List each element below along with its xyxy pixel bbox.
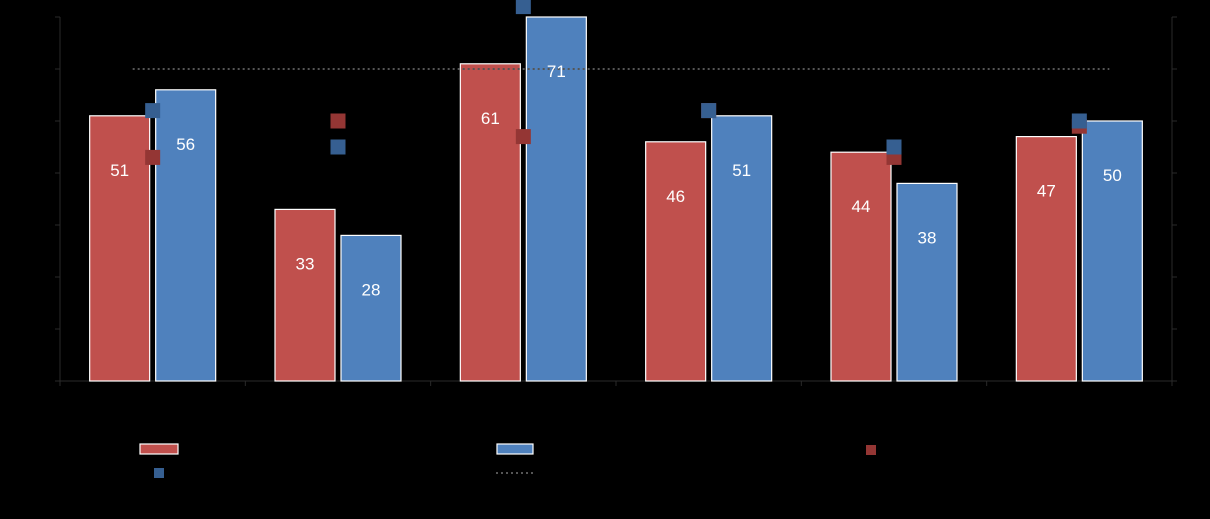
data-label: 51	[732, 161, 751, 180]
chart-axes	[55, 16, 1177, 386]
data-label: 46	[666, 187, 685, 206]
marker-series-2	[145, 103, 161, 119]
bar-series-2	[896, 182, 958, 382]
data-label: 61	[481, 109, 500, 128]
bar-series-2	[155, 89, 217, 382]
marker-series-2	[515, 0, 531, 15]
data-label: 44	[852, 197, 871, 216]
marker-series-1	[515, 129, 531, 145]
data-label: 50	[1103, 166, 1122, 185]
marker-series-1	[330, 113, 346, 129]
bar-series-1	[1015, 136, 1077, 382]
bar-series-2	[525, 16, 587, 382]
marker-series-1	[145, 149, 161, 165]
data-label: 33	[296, 254, 315, 273]
chart-bars	[89, 16, 1143, 382]
bar-series-1	[274, 208, 336, 382]
data-label: 28	[362, 280, 381, 299]
data-label: 38	[918, 228, 937, 247]
bar-series-1	[645, 141, 707, 382]
data-label: 56	[176, 135, 195, 154]
data-label: 51	[110, 161, 129, 180]
legend-swatch-series-1	[139, 443, 179, 455]
chart-markers	[145, 0, 1087, 165]
legend-swatch-marker-1	[866, 445, 876, 455]
bar-series-2	[711, 115, 773, 382]
data-label: 71	[547, 62, 566, 81]
bar-series-2	[1081, 120, 1143, 382]
marker-series-2	[701, 103, 717, 119]
marker-series-2	[1071, 113, 1087, 129]
bar-series-2	[340, 234, 402, 382]
legend-swatch-marker-2	[154, 468, 164, 478]
marker-series-2	[886, 139, 902, 155]
marker-series-2	[330, 139, 346, 155]
chart-data-labels: 51 56 33 28 61 71 46 51 44 38 47 50	[110, 62, 1122, 299]
legend-swatch-series-2	[496, 443, 534, 455]
bar-series-1	[89, 115, 151, 382]
bar-series-1	[459, 63, 521, 382]
chart-legend	[139, 443, 876, 478]
bar-series-1	[830, 151, 892, 382]
data-label: 47	[1037, 182, 1056, 201]
